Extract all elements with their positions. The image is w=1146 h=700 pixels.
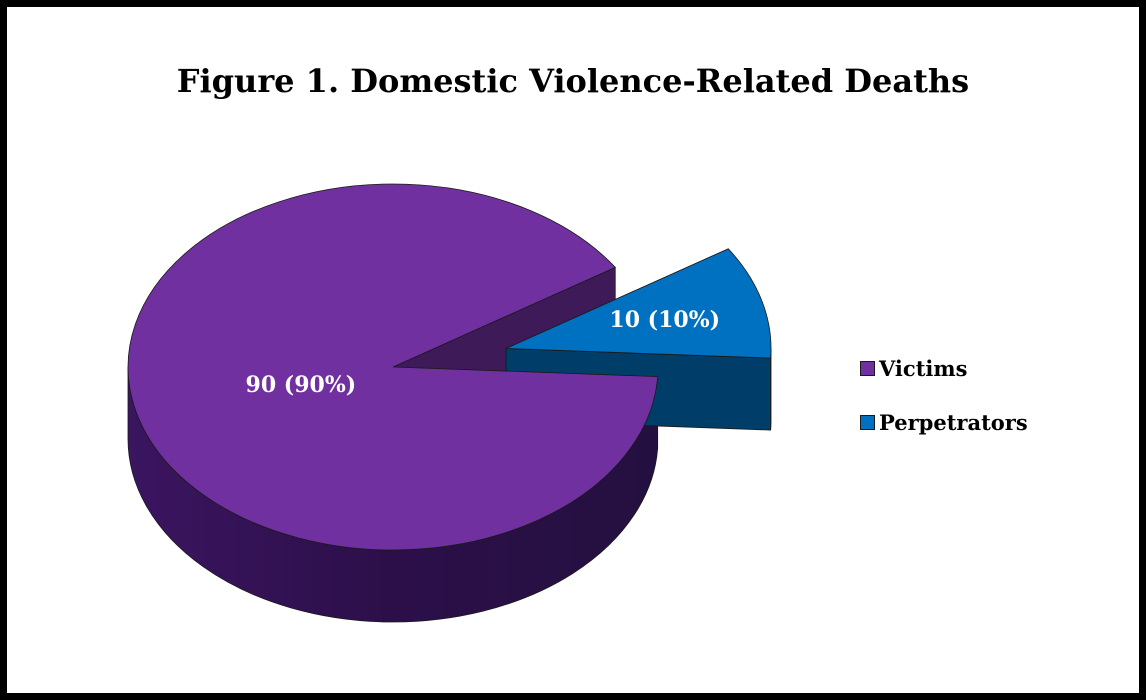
legend-item-victims: Victims: [860, 355, 1028, 381]
data-label-victims: 90 (90%): [246, 372, 357, 398]
pie-slice-victims: [127, 183, 659, 551]
pie-labels: 90 (90%) 10 (10%): [246, 307, 720, 398]
legend-item-perpetrators: Perpetrators: [860, 409, 1028, 435]
data-label-perpetrators: 10 (10%): [609, 307, 720, 333]
pie-slice-perpetrators: [505, 248, 772, 359]
legend-swatch-perpetrators: [860, 414, 875, 430]
chart-title: Figure 1. Domestic Violence-Related Deat…: [176, 62, 970, 100]
legend: Victims Perpetrators: [860, 355, 1028, 463]
legend-swatch-victims: [860, 360, 875, 376]
pie-tops: [127, 183, 772, 551]
legend-label-perpetrators: Perpetrators: [879, 409, 1028, 435]
legend-label-victims: Victims: [879, 355, 968, 381]
